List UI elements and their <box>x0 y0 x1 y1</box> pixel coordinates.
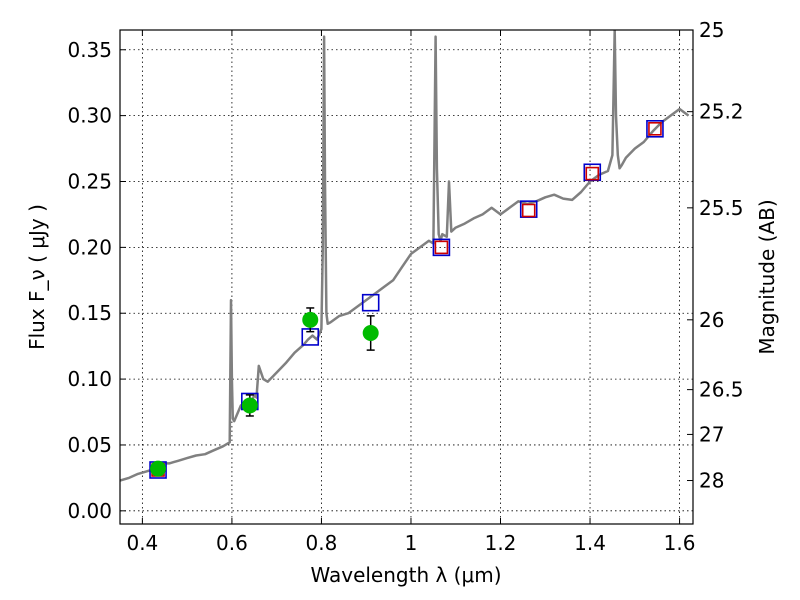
y-tick-label: 0.15 <box>67 301 112 325</box>
x-tick-label: 0.8 <box>306 531 338 555</box>
y-tick-label: 0.20 <box>67 235 112 259</box>
red-square-marker <box>585 166 600 181</box>
x-tick-label: 0.6 <box>216 531 248 555</box>
plot-frame <box>119 29 694 525</box>
right-tick-label: 28 <box>699 469 724 493</box>
y-tick-label: 0.35 <box>67 38 112 62</box>
axis-ticks: 0.4 0.6 0.8 1 1.2 1.4 1.6 0.00 0.05 0.10 0.15 0.20 0… <box>67 18 743 555</box>
green-circle-marker <box>302 311 319 328</box>
x-tick-label: 0.4 <box>126 531 158 555</box>
right-tick-label: 25.2 <box>699 100 744 124</box>
photometry-markers <box>149 120 664 479</box>
blue-square-marker <box>432 238 451 257</box>
right-tick-label: 27 <box>699 422 724 446</box>
y-tick-label: 0.05 <box>67 433 112 457</box>
green-circle-marker <box>150 460 167 477</box>
red-square-marker <box>434 240 449 255</box>
y-tick-label: 0.10 <box>67 367 112 391</box>
x-tick-label: 1 <box>405 531 418 555</box>
y-tick-label: 0.30 <box>67 104 112 128</box>
green-circle-marker <box>362 324 379 341</box>
y-axis-label: Flux F_ν ( μJy ) <box>25 204 49 350</box>
right-tick-label: 26.5 <box>699 378 744 402</box>
spectrum-line <box>120 30 690 482</box>
blue-square-marker <box>361 293 380 312</box>
grid <box>120 30 693 524</box>
x-axis-label: Wavelength λ (μm) <box>310 563 501 587</box>
right-tick-label: 26 <box>699 308 724 332</box>
red-square-marker <box>521 203 536 218</box>
green-circle-marker <box>241 397 258 414</box>
x-tick-label: 1.6 <box>664 531 696 555</box>
right-tick-label: 25 <box>699 18 724 42</box>
y-tick-label: 0.00 <box>67 499 112 523</box>
red-square-marker <box>648 122 662 136</box>
right-axis-label: Magnitude (AB) <box>755 199 779 354</box>
x-tick-label: 1.4 <box>574 531 606 555</box>
model-spectrum <box>120 30 690 482</box>
x-tick-label: 1.2 <box>485 531 517 555</box>
y-tick-label: 0.25 <box>67 169 112 193</box>
right-tick-label: 25.5 <box>699 196 744 220</box>
blue-square-marker <box>646 120 664 138</box>
